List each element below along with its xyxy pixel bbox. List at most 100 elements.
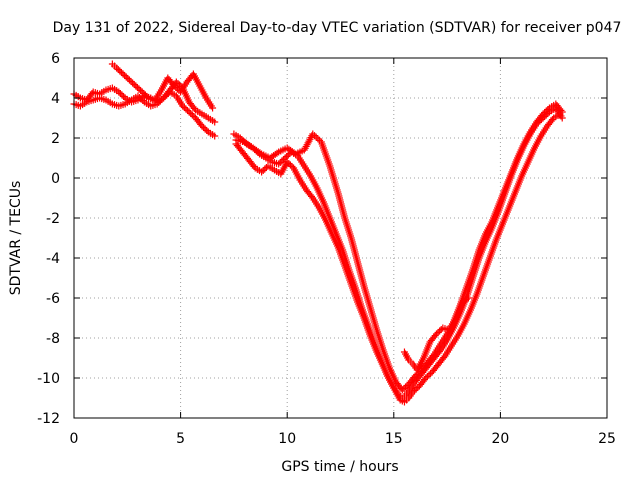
y-tick-label: -8 bbox=[46, 331, 60, 347]
data-point bbox=[129, 79, 137, 87]
data-point bbox=[119, 70, 127, 78]
data-point bbox=[429, 352, 437, 360]
data-point bbox=[185, 108, 193, 116]
data-point bbox=[116, 67, 124, 75]
data-point bbox=[132, 82, 140, 90]
y-tick-label: 2 bbox=[51, 131, 60, 147]
data-point bbox=[278, 157, 286, 165]
data-point bbox=[190, 104, 198, 112]
data-point bbox=[281, 154, 289, 162]
data-point bbox=[541, 109, 549, 116]
data-point bbox=[161, 93, 169, 100]
data-point bbox=[316, 136, 324, 144]
data-point bbox=[156, 97, 164, 105]
data-point bbox=[184, 107, 192, 114]
x-axis-label: GPS time / hours bbox=[281, 459, 398, 475]
data-point bbox=[115, 88, 123, 96]
data-point bbox=[140, 90, 148, 97]
data-point bbox=[409, 388, 417, 396]
data-point bbox=[432, 330, 440, 338]
data-point bbox=[542, 107, 550, 115]
data-point bbox=[539, 110, 547, 118]
y-tick-label: -10 bbox=[37, 371, 60, 387]
data-point bbox=[121, 72, 129, 79]
data-point bbox=[557, 106, 565, 114]
data-point bbox=[188, 111, 196, 119]
data-point bbox=[141, 91, 149, 99]
data-point bbox=[259, 167, 267, 174]
data-point bbox=[275, 160, 283, 168]
data-point bbox=[425, 371, 433, 379]
data-point bbox=[170, 82, 178, 90]
data-point bbox=[285, 160, 293, 167]
data-point bbox=[211, 118, 219, 126]
data-point bbox=[398, 386, 406, 394]
data-point bbox=[113, 64, 121, 72]
data-point bbox=[200, 124, 208, 131]
data-point bbox=[118, 91, 126, 99]
data-point bbox=[143, 93, 151, 100]
data-point bbox=[309, 130, 317, 138]
data-point bbox=[153, 100, 161, 108]
data-point bbox=[158, 96, 166, 103]
data-point bbox=[411, 372, 419, 380]
data-point bbox=[308, 192, 316, 200]
x-tick-label: 25 bbox=[598, 431, 616, 447]
data-point bbox=[117, 69, 125, 76]
data-point bbox=[312, 133, 320, 141]
data-point bbox=[180, 104, 188, 111]
data-point bbox=[273, 149, 281, 157]
data-point bbox=[122, 73, 130, 81]
data-point bbox=[137, 95, 145, 103]
data-points bbox=[70, 60, 566, 406]
data-point bbox=[211, 132, 219, 140]
data-point bbox=[160, 94, 168, 102]
chart-title: Day 131 of 2022, Sidereal Day-to-day VTE… bbox=[53, 20, 622, 36]
data-point bbox=[544, 106, 552, 113]
x-tick-label: 5 bbox=[176, 431, 185, 447]
data-point bbox=[464, 294, 472, 302]
y-tick-label: -2 bbox=[46, 211, 60, 227]
data-point bbox=[139, 97, 147, 104]
data-point bbox=[137, 87, 145, 94]
data-point bbox=[423, 373, 431, 380]
data-point bbox=[440, 354, 448, 362]
data-point bbox=[124, 75, 132, 82]
data-point bbox=[558, 114, 566, 122]
data-point bbox=[114, 66, 122, 73]
data-point bbox=[182, 105, 190, 113]
data-point bbox=[138, 88, 146, 96]
data-point bbox=[437, 326, 445, 333]
data-point bbox=[276, 159, 284, 166]
data-point bbox=[412, 385, 420, 393]
data-point bbox=[155, 99, 163, 106]
data-point bbox=[400, 385, 408, 392]
data-point bbox=[279, 156, 287, 163]
data-point bbox=[127, 78, 135, 85]
x-tick-label: 15 bbox=[385, 431, 403, 447]
data-point bbox=[284, 151, 292, 159]
data-point bbox=[173, 85, 181, 93]
data-point bbox=[411, 387, 419, 394]
data-point bbox=[172, 84, 180, 91]
data-point bbox=[201, 125, 209, 133]
y-tick-label: 4 bbox=[51, 91, 60, 107]
data-point bbox=[116, 90, 124, 97]
y-tick-label: -6 bbox=[46, 291, 60, 307]
y-tick-label: 6 bbox=[51, 51, 60, 67]
plot-frame bbox=[73, 57, 608, 419]
data-point bbox=[436, 327, 444, 335]
data-point bbox=[261, 165, 269, 173]
data-point bbox=[548, 116, 556, 124]
data-point bbox=[283, 158, 291, 166]
data-point bbox=[402, 383, 410, 391]
data-point bbox=[314, 135, 322, 143]
data-point bbox=[120, 93, 128, 100]
data-point bbox=[310, 132, 318, 140]
y-tick-label: -12 bbox=[37, 411, 60, 427]
x-tick-label: 10 bbox=[278, 431, 296, 447]
data-point bbox=[133, 84, 141, 91]
data-point bbox=[187, 110, 195, 117]
data-point bbox=[558, 108, 566, 116]
